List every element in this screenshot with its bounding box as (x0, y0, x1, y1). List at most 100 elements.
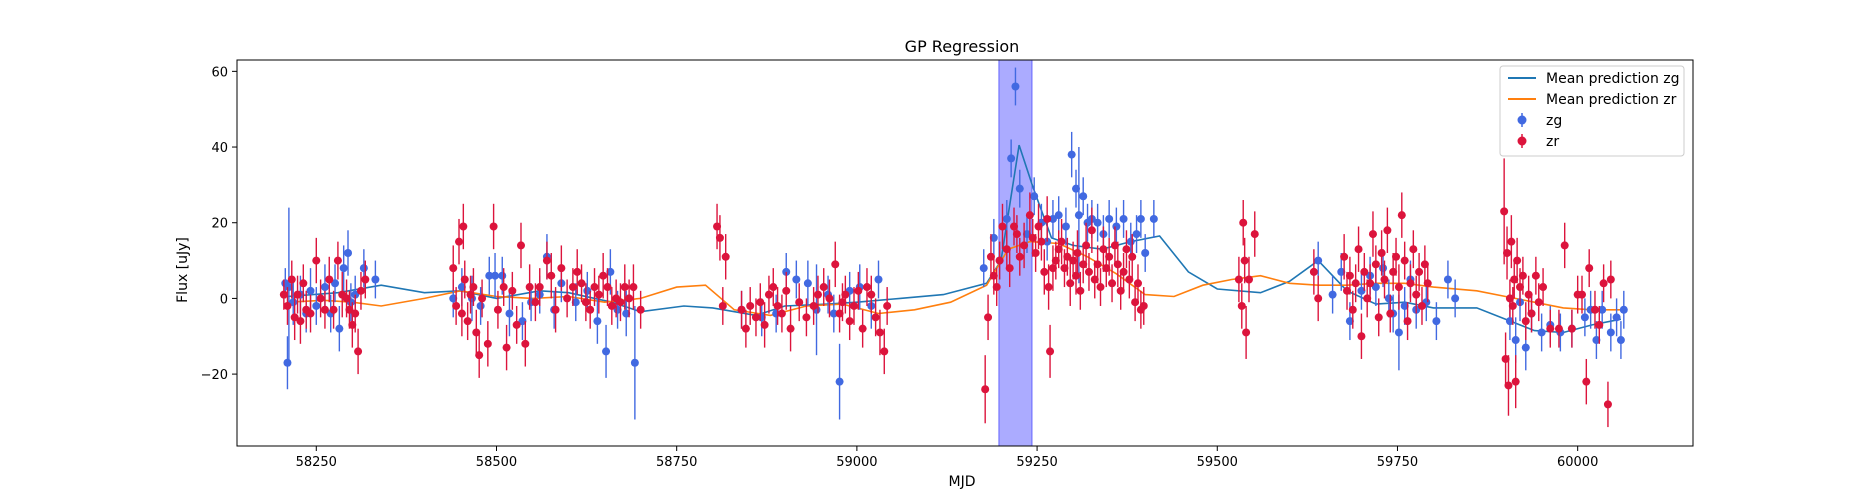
data-point-zr (1015, 252, 1024, 261)
data-point-zr (1505, 294, 1514, 303)
data-point-zr (1079, 260, 1088, 269)
data-point-zr (1082, 241, 1091, 250)
data-point-zg (1616, 336, 1625, 345)
data-point-zr (345, 305, 354, 314)
data-point-zr (875, 328, 884, 337)
data-point-zr (845, 317, 854, 326)
data-point-zg (1015, 184, 1024, 193)
data-point-zr (1066, 279, 1075, 288)
data-point-zr (1524, 290, 1533, 299)
data-point-zg (602, 347, 611, 356)
data-point-zr (1244, 275, 1253, 284)
data-point-zr (1415, 267, 1424, 276)
data-point-zr (715, 233, 724, 242)
x-tick-label: 58250 (296, 455, 337, 470)
data-point-zr (1122, 245, 1131, 254)
data-point-zr (777, 309, 786, 318)
data-point-zr (547, 271, 556, 280)
data-point-zg (1400, 301, 1409, 310)
legend-label-zr: zr (1546, 134, 1559, 150)
data-point-zr (348, 320, 357, 329)
data-point-zg (498, 271, 507, 280)
data-point-zr (825, 294, 834, 303)
data-point-zg (1074, 211, 1083, 220)
data-point-zr (325, 275, 334, 284)
data-point-zr (1386, 309, 1395, 318)
data-point-zr (1037, 237, 1046, 246)
x-tick-label: 59000 (836, 455, 877, 470)
data-point-zr (1560, 241, 1569, 250)
data-point-zr (1371, 260, 1380, 269)
data-point-zr (502, 343, 511, 352)
data-point-zr (1242, 328, 1251, 337)
data-point-zr (1420, 260, 1429, 269)
data-point-zg (1093, 218, 1102, 227)
data-point-zr (1046, 347, 1055, 356)
data-point-zr (1131, 298, 1140, 307)
data-point-zr (1034, 222, 1043, 231)
data-point-zr (1119, 267, 1128, 276)
data-point-zr (1012, 230, 1021, 239)
data-point-zr (1595, 320, 1604, 329)
data-point-zg (1141, 249, 1150, 257)
data-point-zr (521, 339, 530, 348)
data-point-zg (1394, 328, 1403, 337)
data-point-zr (751, 313, 760, 322)
data-point-zg (1619, 305, 1628, 314)
data-point-zr (1044, 283, 1053, 292)
data-point-zg (874, 275, 883, 284)
data-point-zr (1060, 264, 1069, 273)
y-tick-label: 60 (211, 65, 228, 80)
data-point-zg (1048, 214, 1057, 223)
data-point-zr (1513, 256, 1522, 265)
data-point-zr (871, 313, 880, 322)
data-point-zr (1093, 260, 1102, 269)
data-point-zg (1136, 214, 1145, 223)
data-point-zr (475, 351, 484, 360)
x-tick-label: 59250 (1016, 455, 1057, 470)
data-point-zg (1592, 336, 1601, 345)
legend-label-zg: zg (1546, 113, 1562, 129)
data-point-zr (1567, 324, 1576, 333)
data-point-zr (1412, 290, 1421, 299)
legend-frame (1499, 65, 1685, 157)
data-point-zr (457, 309, 466, 318)
data-point-zr (1554, 324, 1563, 333)
data-point-zr (1043, 214, 1052, 223)
data-point-zg (283, 358, 292, 367)
data-point-zr (809, 301, 818, 310)
data-point-zr (795, 298, 804, 307)
data-point-zr (1020, 241, 1029, 250)
data-point-zg (1132, 230, 1141, 239)
data-point-zr (1590, 305, 1599, 314)
data-point-zr (992, 283, 1001, 292)
data-point-zg (1432, 317, 1441, 326)
data-point-zr (1521, 317, 1530, 326)
data-point-zg (339, 264, 348, 273)
data-point-zr (625, 294, 634, 303)
data-point-zr (599, 271, 608, 280)
legend-label-mean-zg: Mean prediction zg (1546, 71, 1680, 87)
data-point-zr (1539, 283, 1548, 292)
data-point-zr (581, 298, 590, 307)
data-point-zr (1374, 313, 1383, 322)
data-point-zg (1105, 214, 1114, 223)
data-point-zg (335, 324, 344, 333)
data-point-zr (760, 320, 769, 329)
data-point-zr (986, 252, 995, 261)
data-point-zg (1345, 317, 1354, 326)
data-point-zr (1511, 377, 1520, 386)
data-point-zr (1503, 249, 1512, 257)
data-point-zr (1507, 237, 1516, 246)
data-point-zg (1007, 154, 1016, 163)
data-point-zr (1237, 301, 1246, 310)
data-point-zr (1508, 301, 1517, 310)
data-point-zg (829, 309, 838, 318)
data-point-zg (1022, 230, 1031, 239)
data-point-zr (1309, 267, 1318, 276)
data-point-zr (629, 283, 638, 292)
data-point-zr (718, 301, 727, 310)
data-point-zr (1099, 245, 1108, 254)
data-point-zg (491, 271, 500, 280)
